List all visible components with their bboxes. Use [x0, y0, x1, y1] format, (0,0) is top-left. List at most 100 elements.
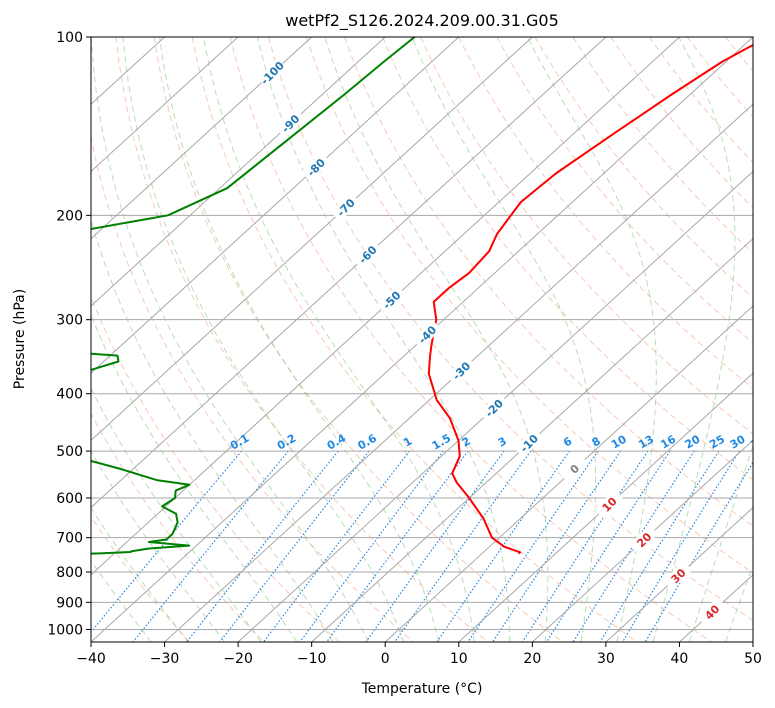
plot-frame	[90, 36, 754, 643]
isotherm-label-bg	[629, 525, 659, 555]
dry-adiabat-line	[153, 37, 563, 642]
mixing-ratio-label: 1.5	[430, 432, 453, 453]
dry-adiabat-line	[686, 37, 753, 118]
moist-adiabat-line	[122, 37, 405, 642]
isotherm-line	[605, 506, 753, 642]
x-tick-label: −10	[297, 651, 327, 667]
y-axis-label: Pressure (hPa)	[12, 289, 28, 389]
mixing-ratio-label: 6	[561, 434, 574, 449]
dry-adiabat-line	[91, 412, 265, 642]
sounding-series	[91, 37, 753, 555]
mixing-ratio-line	[436, 450, 570, 642]
x-tick-label: 20	[523, 651, 541, 667]
y-tick-label: 600	[56, 491, 83, 507]
dry-adiabat-line	[458, 37, 753, 389]
moist-adiabat-line	[91, 218, 334, 642]
mixing-ratio-line	[599, 450, 720, 642]
mixing-ratio-line	[394, 450, 532, 642]
mixing-ratio-line	[365, 450, 505, 642]
x-tick-label: −40	[76, 651, 106, 667]
isotherms	[91, 37, 753, 642]
isotherm-line	[311, 237, 753, 642]
y-tick-label: 700	[56, 531, 83, 547]
dry-adiabat-line	[91, 515, 191, 642]
x-tick-label: 50	[744, 651, 762, 667]
moist-adiabat-line	[256, 37, 511, 642]
mixing-ratio-label: 25	[707, 433, 727, 452]
isotherm-line	[91, 37, 386, 307]
x-tick-label: −30	[150, 651, 180, 667]
isotherm-label-bg	[376, 285, 406, 315]
temperature-line	[427, 43, 753, 555]
isotherm-label-bg	[697, 597, 727, 627]
moist-adiabat-line	[411, 37, 597, 642]
isotherm-line	[164, 103, 753, 642]
moist-adiabat-line	[91, 507, 189, 642]
mixing-ratio-lines	[91, 450, 753, 642]
moist-adiabat-line	[91, 37, 369, 642]
x-tick-label: 30	[597, 651, 615, 667]
dewpoint-line	[91, 37, 416, 555]
y-tick-label: 200	[56, 208, 83, 224]
x-tick-label: 40	[671, 651, 689, 667]
isotherm-label-bg	[514, 428, 544, 458]
moist-adiabat-line	[91, 387, 262, 642]
moist-adiabat-line	[324, 37, 549, 642]
isotherm-line	[458, 372, 753, 642]
dry-adiabat-line	[91, 295, 340, 642]
moist-adiabat-line	[203, 37, 475, 642]
mixing-ratio-line	[572, 450, 695, 642]
dry-adiabat-line	[420, 37, 753, 435]
moist-adiabat-line	[159, 37, 440, 642]
mixing-ratio-label: 8	[590, 435, 603, 450]
y-axis-ticks: 100 200 300 400 500 600 700 800 900 1000	[47, 30, 91, 638]
x-tick-label: 0	[381, 651, 390, 667]
isotherm-label-bg	[663, 561, 693, 591]
isotherm-line	[91, 37, 239, 173]
y-tick-label: 800	[56, 565, 83, 581]
moist-adiabat-line	[652, 37, 736, 642]
mixing-ratio-line	[467, 450, 599, 642]
mixing-ratio-line	[186, 450, 339, 642]
moist-adiabat-line	[91, 450, 226, 642]
isotherm-label-bg	[412, 319, 442, 349]
y-tick-label: 100	[56, 30, 83, 46]
mixing-ratio-line	[521, 450, 649, 642]
isotherm-line	[91, 37, 460, 374]
x-tick-label: 10	[450, 651, 468, 667]
dry-adiabat-line	[344, 37, 753, 527]
isotherm-label-bg	[446, 355, 476, 385]
dry-adiabat-line	[724, 37, 753, 72]
isotherm-label-bg	[330, 192, 360, 222]
dry-adiabat-line	[115, 37, 489, 642]
isotherm-line	[752, 641, 753, 642]
y-tick-label: 400	[56, 387, 83, 403]
isotherm-label-bg	[275, 108, 305, 138]
mixing-ratio-line	[546, 450, 671, 642]
isotherm-label-bg	[559, 454, 589, 484]
mixing-ratio-line	[219, 450, 370, 642]
mixing-ratio-label: 0.1	[228, 432, 251, 453]
moist-adiabat-line	[91, 559, 152, 642]
chart-title: wetPf2_S126.2024.209.00.31.G05	[285, 11, 559, 31]
dry-adiabat-line	[648, 37, 753, 164]
isotherm-label-bg	[594, 489, 624, 519]
mixing-ratio-line	[299, 450, 444, 642]
mixing-ratio-label: 3	[496, 435, 509, 450]
isotherm-label-bg	[352, 239, 382, 269]
x-axis-label: Temperature (°C)	[361, 681, 483, 697]
y-tick-label: 500	[56, 444, 83, 460]
mixing-ratio-label: 36	[748, 432, 768, 451]
isotherm-line	[237, 170, 753, 642]
moist-adiabat-line	[91, 313, 298, 642]
x-tick-label: −20	[223, 651, 253, 667]
moist-adiabat-line	[688, 443, 753, 642]
mixing-ratio-line	[91, 450, 242, 633]
isotherm-label-bg	[301, 152, 331, 182]
mixing-ratio-line	[622, 450, 740, 642]
x-axis-ticks: −40 −30 −20 −10 0 10 20 30 40 50	[76, 642, 762, 667]
mixing-ratio-line	[326, 450, 469, 642]
y-tick-label: 1000	[47, 622, 83, 638]
mixing-ratio-label: 16	[658, 432, 678, 451]
